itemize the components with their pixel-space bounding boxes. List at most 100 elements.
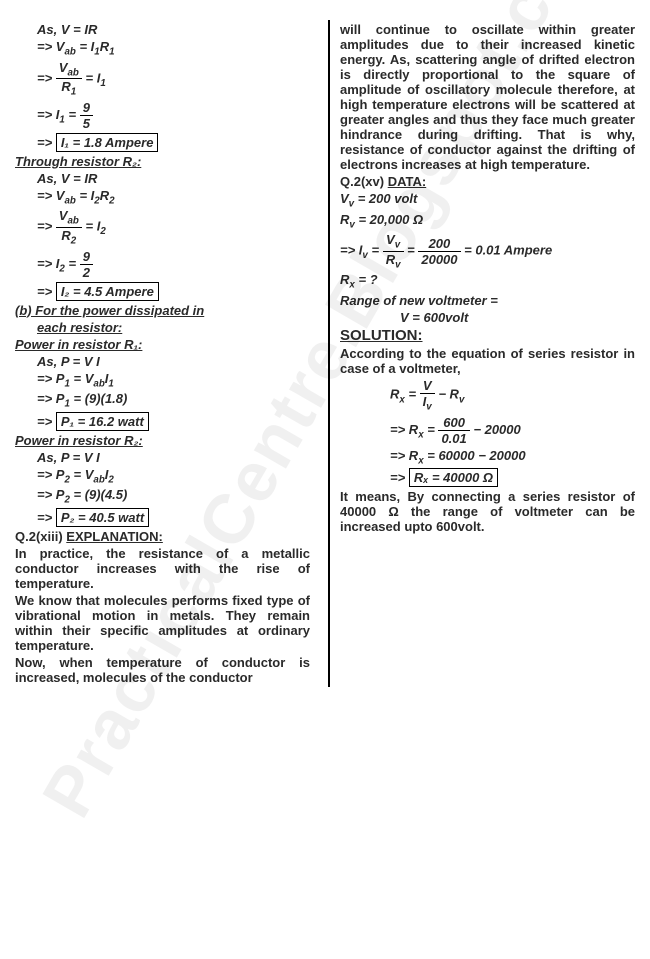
text: = [407,243,418,258]
text: DATA: [388,174,427,189]
text: 9 [80,249,93,265]
text: 5 [80,116,93,131]
eq-line: => I₁ = 1.8 Ampere [15,133,310,152]
text: = 60000 − 20000 [424,448,526,463]
text: => [37,135,52,150]
fraction: 6000.01 [438,415,469,446]
solution-heading: SOLUTION: [340,327,635,344]
eq-line: => P1 = (9)(1.8) [15,391,310,410]
eq-line: => P2 = (9)(4.5) [15,487,310,506]
text: = I [76,39,94,54]
data-line: Rx = ? [340,272,635,291]
eq-line: => I2 = 92 [15,249,310,280]
text: => P [37,371,64,386]
subheading: each resistor: [15,320,310,335]
boxed-result: I₁ = 1.8 Ampere [56,133,159,152]
text: 200 [418,236,460,252]
text: => [37,219,56,234]
text: − 20000 [473,422,520,437]
subheading: (b) For the power dissipated in [15,303,310,318]
right-column: will continue to oscillate within greate… [328,20,635,687]
text: => R [390,422,418,437]
page-columns: As, V = IR => Vab = I1R1 => VabR1 = I1 =… [15,20,635,687]
eq-line: => Iv = VvRv = 20020000 = 0.01 Ampere [340,232,635,270]
text: R [100,188,109,203]
text: R [340,272,349,287]
text: => P [37,487,64,502]
subheading: Power in resistor R₁: [15,337,310,352]
data-line: Range of new voltmeter = [340,293,635,308]
eq-line: => Vab = I1R1 [15,39,310,58]
text: = I [76,188,94,203]
subheading: Through resistor R₂: [15,154,310,169]
text: => [37,284,52,299]
text: R [61,228,70,243]
text: = [368,243,383,258]
eq-line: => VabR2 = I2 [15,208,310,246]
text: R [386,252,395,267]
paragraph: In practice, the resistance of a metalli… [15,546,310,591]
question-heading: Q.2(xiii) EXPLANATION: [15,529,310,544]
boxed-result: P₁ = 16.2 watt [56,412,149,431]
text: − R [438,387,459,402]
eq-line: Rx = VIv − Rv [340,378,635,413]
text: => R [390,448,418,463]
paragraph: We know that molecules performs fixed ty… [15,593,310,653]
paragraph: According to the equation of series resi… [340,346,635,376]
boxed-result: P₂ = 40.5 watt [56,508,149,527]
text: V [386,232,395,247]
text: => [37,70,56,85]
text: R [390,387,399,402]
text: = 0.01 Ampere [464,243,552,258]
paragraph: Now, when temperature of conductor is in… [15,655,310,685]
question-heading: Q.2(xv) DATA: [340,174,635,189]
eq-line: => P1 = VabI1 [15,371,310,390]
text: = I [85,70,100,85]
eq-line: => P₂ = 40.5 watt [15,508,310,527]
fraction: VvRv [383,232,404,270]
paragraph: It means, By connecting a series resisto… [340,489,635,534]
text: V [420,378,435,394]
subheading: Power in resistor R₂: [15,433,310,448]
text: 20000 [418,252,460,267]
fraction: 95 [80,100,93,131]
eq-line: As, V = IR [15,171,310,186]
left-column: As, V = IR => Vab = I1R1 => VabR1 = I1 =… [15,20,318,687]
text: = [405,387,420,402]
boxed-result: Rₓ = 40000 Ω [409,468,498,487]
text: => [37,510,52,525]
text: => [390,470,405,485]
text: => I [37,256,59,271]
text: 0.01 [438,431,469,446]
text: R [61,79,70,94]
eq-line: => I₂ = 4.5 Ampere [15,282,310,301]
data-line: Vv = 200 volt [340,191,635,210]
text: R [340,212,349,227]
eq-line: => Rx = 60000 − 20000 [340,448,635,467]
text: = (9)(1.8) [70,391,127,406]
text: => P [37,467,64,482]
fraction: VIv [420,378,435,413]
text: = ? [355,272,378,287]
fraction: VabR1 [56,60,82,98]
text: EXPLANATION: [66,529,163,544]
text: = V [70,371,94,386]
text: Q.2(xiii) [15,529,66,544]
text: = V [70,467,94,482]
eq-line: As, P = V I [15,354,310,369]
text: => V [37,39,64,54]
text: = 20,000 Ω [355,212,423,227]
fraction: 92 [80,249,93,280]
fraction: 20020000 [418,236,460,267]
text: => V [37,188,64,203]
fraction: VabR2 [56,208,82,246]
eq-line: => Rₓ = 40000 Ω [340,468,635,487]
eq-line: => P2 = VabI2 [15,467,310,486]
eq-line: => VabR1 = I1 [15,60,310,98]
eq-line: As, P = V I [15,450,310,465]
text: = 200 volt [354,191,417,206]
paragraph: will continue to oscillate within greate… [340,22,635,172]
text: = [424,422,439,437]
text: => [37,414,52,429]
eq-line: => Rx = 6000.01 − 20000 [340,415,635,446]
